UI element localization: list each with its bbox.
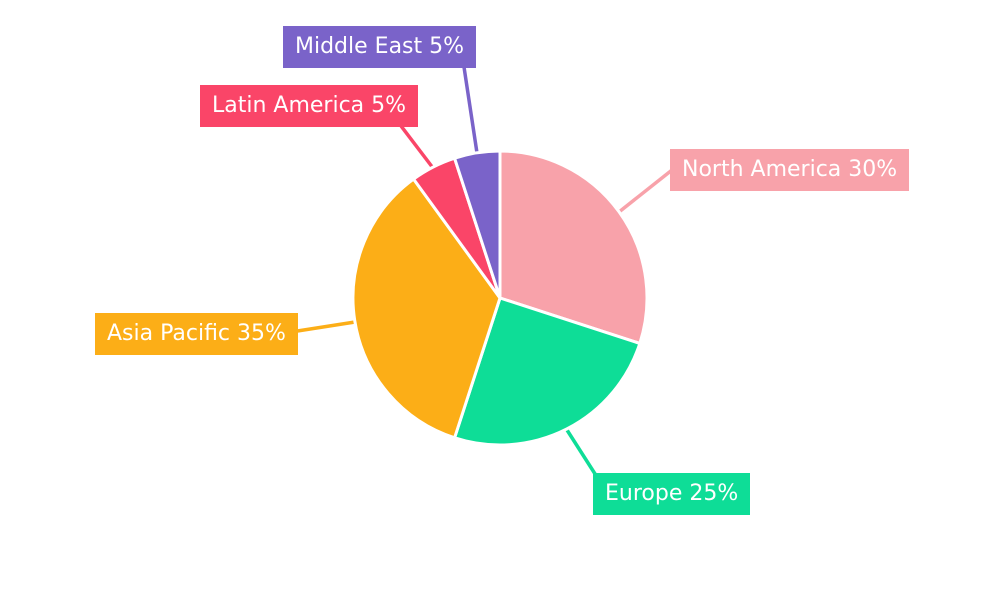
leader-line-north-america xyxy=(617,168,674,214)
leader-line-latin-america xyxy=(396,120,435,170)
leader-line-asia-pacific xyxy=(290,320,356,334)
callout-label-latin-america: Latin America 5% xyxy=(200,85,419,127)
leader-line-europe xyxy=(565,429,599,478)
pie-slice-europe xyxy=(453,296,642,447)
leader-line-middle-east xyxy=(462,66,479,154)
pie-slice-asia-pacific xyxy=(351,177,502,440)
pie-slice-north-america xyxy=(498,149,649,345)
callout-label-asia-pacific: Asia Pacific 35% xyxy=(95,313,298,355)
callout-label-middle-east: Middle East 5% xyxy=(283,26,477,68)
callout-label-north-america: North America 30% xyxy=(670,149,910,191)
pie-slice-middle-east xyxy=(453,149,502,300)
callout-label-europe: Europe 25% xyxy=(593,473,751,515)
